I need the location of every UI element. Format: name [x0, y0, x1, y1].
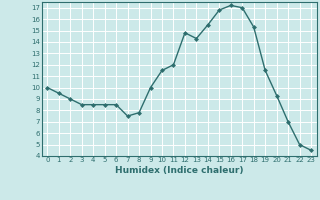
X-axis label: Humidex (Indice chaleur): Humidex (Indice chaleur)	[115, 166, 244, 175]
